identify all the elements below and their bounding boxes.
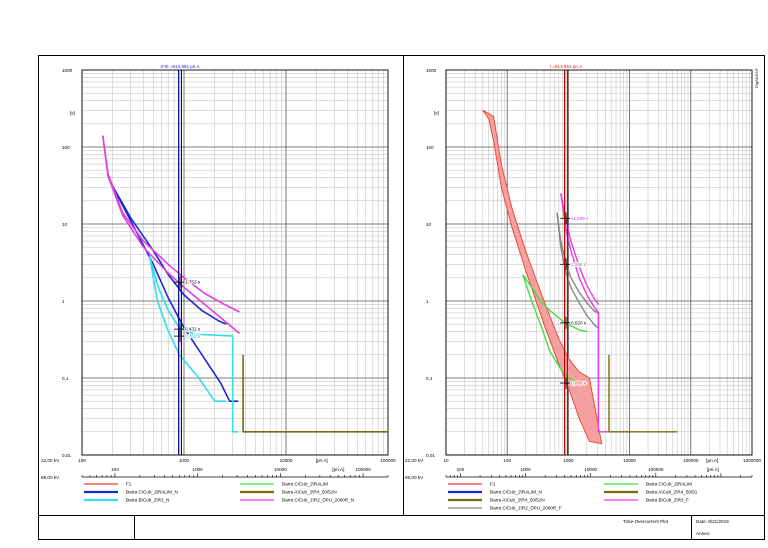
voltage-label-bottom: 69,00 kV: [41, 475, 60, 480]
y-tick-label: 10: [426, 222, 432, 227]
footer-annex: Annex:: [696, 531, 710, 536]
operating-time-label: 1,753 s: [185, 280, 201, 285]
legend-label: Barra A\Cub_2\R4_50/51N: [282, 490, 337, 495]
curve-barra-b-cub-2-r3-n: [148, 256, 227, 403]
y-tick-label: 0,01: [62, 453, 71, 458]
x-tick-label-bottom: 100: [457, 467, 465, 472]
legend-label: Barra A\Cub_2\R4_50/51N: [490, 498, 545, 503]
y-tick-label: 1: [426, 299, 429, 304]
x-axis-unit: [pri.A]: [316, 458, 328, 463]
legend-label: Barra C\Cub_2\RALIM: [646, 482, 692, 487]
legend-label: Barra C\Cub_2\RALIM_N: [126, 490, 178, 495]
x-tick-label-top: 1000: [179, 458, 190, 463]
legend-label: Barra C\Cub_2\RALIM_N: [490, 490, 542, 495]
sheet-frame: [38, 55, 765, 540]
x-tick-label-bottom: 1000: [193, 467, 204, 472]
footer-plot-title: Time-Overcurrent Plot: [623, 519, 669, 524]
x-tick-label-bottom: 1000: [520, 467, 531, 472]
x-tick-label-bottom: 10000: [584, 467, 597, 472]
y-tick-label: 0,01: [426, 453, 435, 458]
operating-time-label: 11,859 s: [571, 216, 589, 221]
y-tick-label: 100: [426, 145, 434, 150]
x-tick-label-top: 10000: [623, 458, 636, 463]
legend-label: F1: [490, 482, 496, 487]
plot-area-border: [445, 69, 753, 456]
legend-label: Barra C\Cub_2\RALIM: [282, 482, 328, 487]
legend-label: Barra B\Cub_2\R3_N: [126, 498, 169, 503]
y-tick-label: 1000: [426, 68, 437, 73]
x-tick-label-top: 100000: [380, 458, 396, 463]
legend-label: Barra C\Cub_1\R2_DPU_2000R_N: [282, 498, 354, 503]
x-tick-label-top: 10000: [280, 458, 293, 463]
voltage-label-bottom: 69,00 kV: [405, 475, 424, 480]
voltage-label-top: 22,00 kV: [41, 458, 60, 463]
legend-label: Barra C\Cub_1\R2_DPU_2000R_F: [490, 506, 562, 511]
legend-label: Barra B\Cub_2\R3_F: [646, 498, 689, 503]
y-axis-unit: [s]: [434, 110, 439, 115]
x-tick-label-bottom: 10000: [274, 467, 287, 472]
side-brand-label: DIgSILENT: [754, 67, 759, 88]
curve-barra-c-cub-2-ralim: [522, 274, 587, 333]
curve-barra-c-cub-2-ralim: [522, 274, 587, 385]
curve-barra-a-cub-2-r4-50-51n: [242, 354, 388, 433]
operating-time-label: 2,996 s: [571, 262, 587, 267]
operating-time-label: 0,350 s: [185, 334, 201, 339]
x-tick-label-bottom: 100: [111, 467, 119, 472]
y-tick-label: 1000: [62, 68, 73, 73]
curve-barra-c-cub-1-r2-dpu-2000r-f: [556, 212, 598, 314]
chart-panel-left: 0,01 0,1 1 10 100 1000 [s] 100 1000 10000 100000 [p…: [41, 64, 396, 503]
curve-barra-c-cub-1-r2-dpu-2000r-f: [556, 212, 599, 329]
secondary-axis-unit: [pri.A]: [707, 467, 719, 472]
x-tick-label-top: 10: [443, 458, 449, 463]
x-tick-label-top: 1000000: [743, 458, 761, 463]
legend-label: Barra A\Cub_2\R4_50/51: [646, 490, 698, 495]
y-tick-label: 1: [62, 299, 65, 304]
curve-barra-b-cub-2-r3-n: [148, 256, 239, 433]
y-tick-label: 100: [62, 145, 70, 150]
fault-current-label: 3*I0 =913.891 pri.A: [160, 64, 200, 69]
x-tick-label-top: 100: [78, 458, 86, 463]
curve-barra-a-cub-2-r4-50-51: [608, 354, 678, 433]
y-tick-label: 0,1: [62, 376, 69, 381]
operating-time-label: 0,086 s: [571, 381, 587, 386]
plot-area-border: [81, 69, 389, 456]
y-axis-unit: [s]: [70, 110, 75, 115]
fault-current-label: I =913.891 pri.A: [550, 64, 583, 69]
operating-time-label: 0,431 s: [185, 327, 201, 332]
x-tick-label-top: 100: [503, 458, 511, 463]
operating-time-label: 0,520 s: [571, 320, 587, 325]
curve-barra-c-cub-2-ralim-n: [109, 181, 227, 325]
fuse-band-f1: [482, 109, 603, 445]
x-axis-unit: [pri.A]: [706, 458, 718, 463]
y-tick-label: 0,1: [426, 376, 433, 381]
legend-label: F1: [126, 482, 132, 487]
curve-barra-c-cub-1-r2-dpu-2000r-n: [102, 135, 241, 335]
footer-date: Date: 8/21/2019: [696, 519, 729, 524]
x-tick-label-top: 1000: [563, 458, 574, 463]
x-tick-label-top: 100000: [683, 458, 699, 463]
x-tick-label-bottom: 100000: [648, 467, 664, 472]
x-tick-label-bottom: 100000: [355, 467, 371, 472]
curve-barra-c-cub-1-r2-dpu-2000r-n: [102, 135, 240, 313]
y-tick-label: 10: [62, 222, 68, 227]
voltage-label-top: 22,00 kV: [405, 458, 424, 463]
secondary-axis-unit: [pri.A]: [332, 467, 344, 472]
